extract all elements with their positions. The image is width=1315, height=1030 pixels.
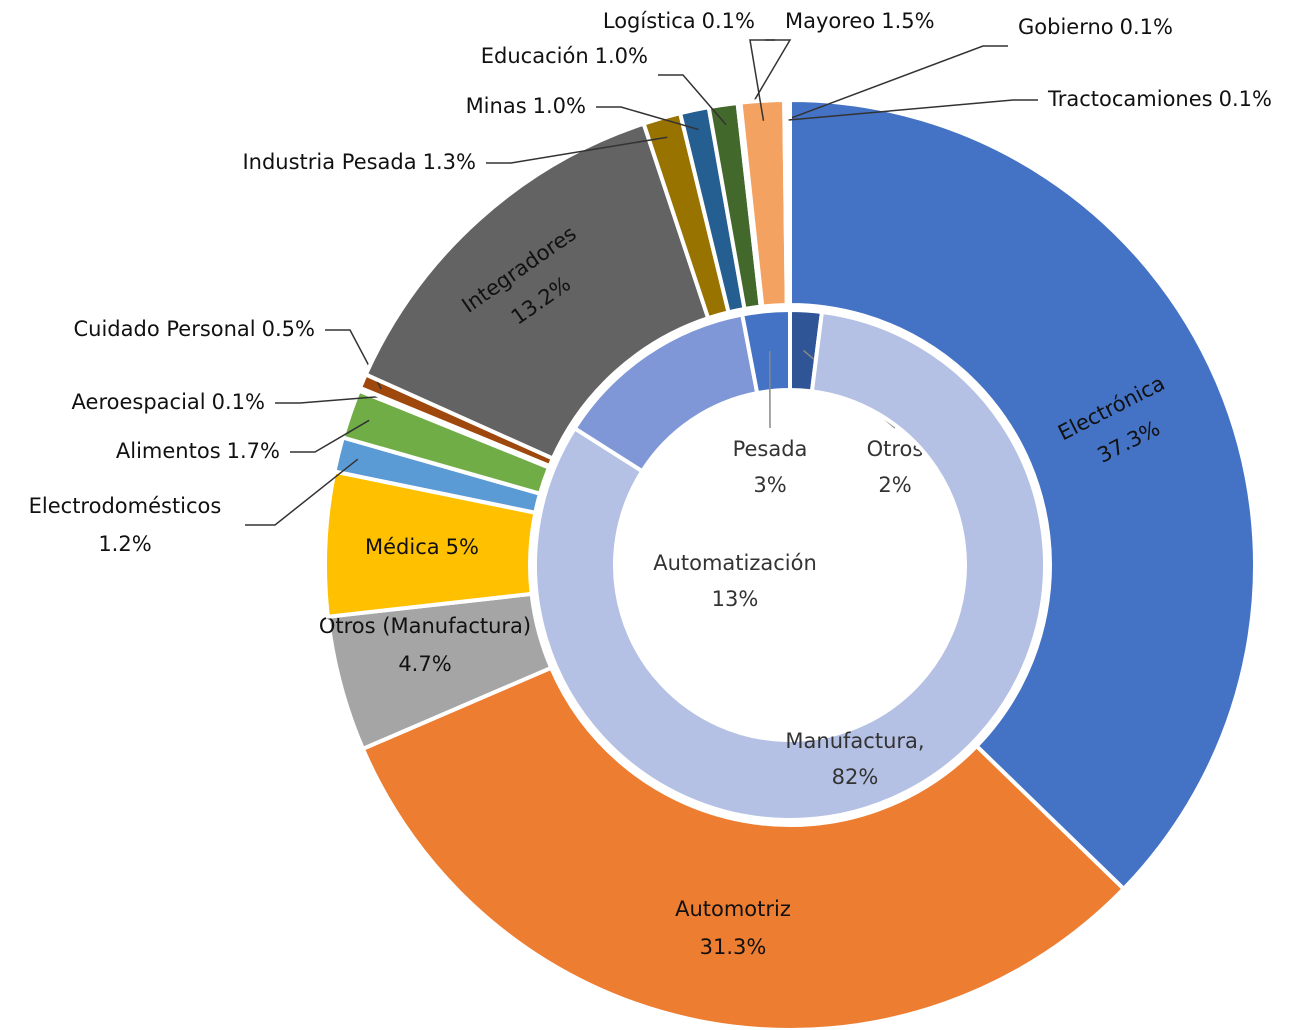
category-name: Educación	[481, 44, 589, 68]
slice-label: Electrodomésticos 1.2%	[29, 494, 222, 556]
category-name: Minas	[466, 94, 527, 118]
category-name: Electrodomésticos	[29, 494, 222, 518]
category-name: Aeroespacial	[72, 390, 206, 414]
category-name: Gobierno	[1018, 15, 1114, 39]
value-label: 0.1%	[212, 390, 265, 414]
category-name: Automotriz	[675, 897, 791, 921]
value-label: 2%	[878, 473, 911, 497]
value-label: 5%	[446, 535, 479, 559]
value-label: 0.1%	[702, 9, 755, 33]
slice-label: Industria Pesada 1.3%	[242, 150, 476, 174]
category-name: Tractocamiones	[1047, 87, 1213, 111]
value-label: 3%	[753, 473, 786, 497]
value-label: 31.3%	[700, 935, 767, 959]
category-name: Industria Pesada	[242, 150, 416, 174]
category-name: Cuidado Personal	[74, 317, 256, 341]
category-name: Médica	[365, 535, 440, 559]
value-label: 82%	[832, 765, 879, 789]
value-label: 1.2%	[98, 532, 151, 556]
donut-slice	[787, 100, 790, 305]
chart: Electrónica37.3%Automotriz31.3%Otros (Ma…	[0, 0, 1315, 1030]
value-label: 1.5%	[881, 9, 934, 33]
value-label: 1.3%	[423, 150, 476, 174]
category-name: Otros (Manufactura)	[319, 614, 531, 638]
value-label: 0.5%	[262, 317, 315, 341]
category-name: Alimentos	[116, 439, 221, 463]
category-name: Pesada	[733, 437, 808, 461]
value-label: 13%	[712, 587, 759, 611]
value-label: 0.1%	[1120, 15, 1173, 39]
value-label: 1.7%	[227, 439, 280, 463]
category-name: Automatización	[653, 551, 817, 575]
inner-ring: Otros2%Manufactura,82%Automatización13%P…	[535, 310, 1045, 820]
category-name: Manufactura,	[785, 729, 924, 753]
value-label: 4.7%	[398, 652, 451, 676]
category-name: Mayoreo	[785, 9, 875, 33]
value-label: 1.0%	[533, 94, 586, 118]
category-name: Logística	[603, 9, 696, 33]
value-label: 0.1%	[1219, 87, 1272, 111]
value-label: 1.0%	[595, 44, 648, 68]
